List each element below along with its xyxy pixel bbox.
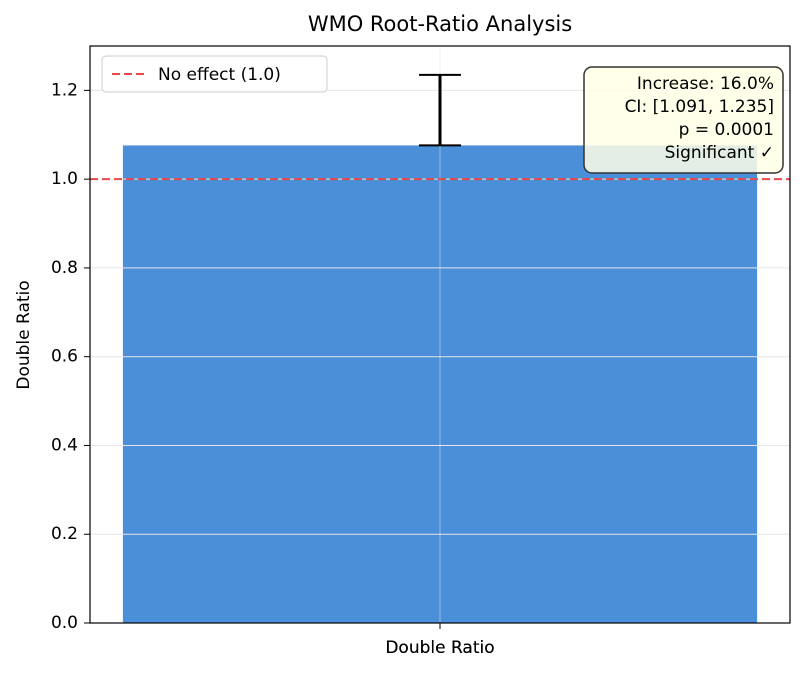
y-tick-label: 1.2	[51, 80, 78, 100]
y-axis-label: Double Ratio	[14, 280, 34, 389]
x-tick-label: Double Ratio	[385, 638, 494, 658]
chart-title: WMO Root-Ratio Analysis	[308, 12, 572, 36]
annotation-line: CI: [1.091, 1.235]	[625, 97, 774, 117]
annotation-line: Increase: 16.0%	[637, 74, 774, 94]
y-tick-label: 1.0	[51, 169, 78, 189]
legend-label: No effect (1.0)	[158, 65, 281, 85]
plot-frame	[89, 45, 791, 624]
legend-box	[101, 55, 328, 93]
annotation-box	[583, 66, 784, 174]
y-tick-label: 0.2	[51, 524, 78, 544]
y-tick-label: 0.0	[51, 613, 78, 633]
annotation-line: p = 0.0001	[679, 120, 774, 140]
y-tick-label: 0.8	[51, 258, 78, 278]
y-tick-label: 0.4	[51, 435, 78, 455]
annotation-line: Significant ✓	[665, 143, 774, 163]
x-axis-label: Double Ratio	[385, 638, 494, 658]
y-tick-label: 0.6	[51, 347, 78, 367]
